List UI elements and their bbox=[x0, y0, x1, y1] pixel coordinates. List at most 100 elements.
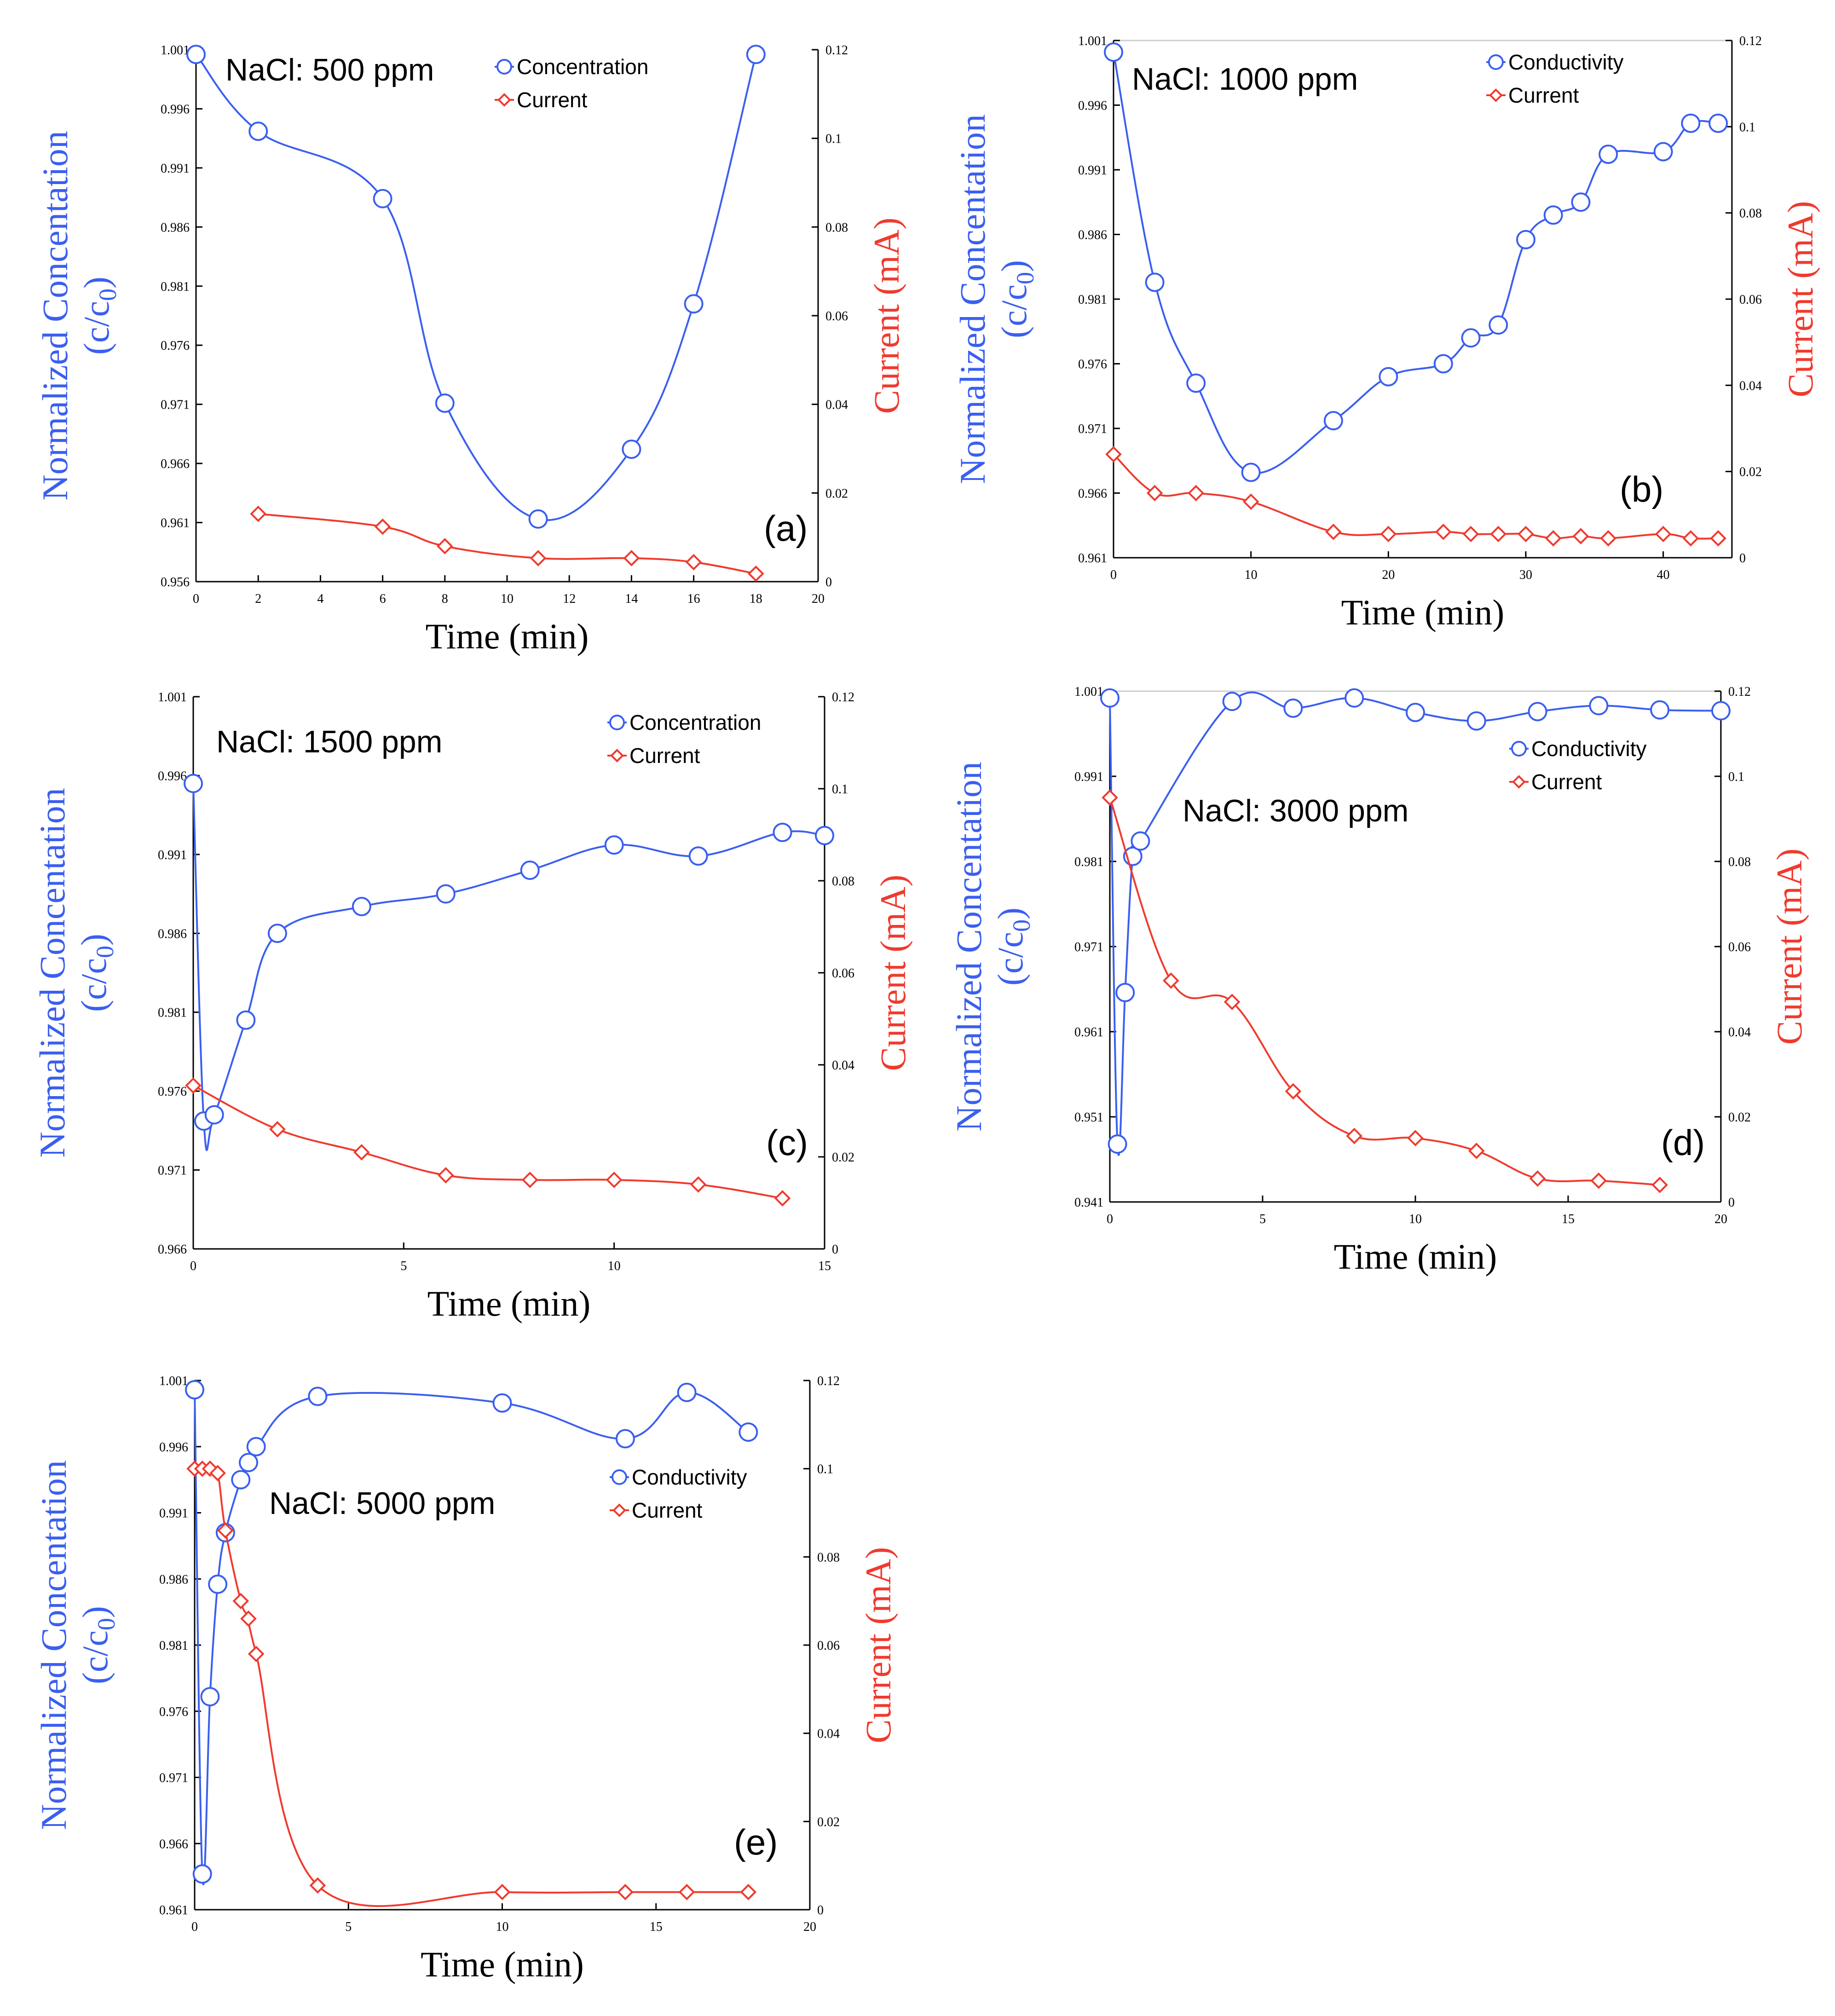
y-axis-units-subscript: 0 bbox=[91, 946, 119, 958]
data-point-current bbox=[437, 1167, 454, 1184]
data-point-conductivity bbox=[1708, 113, 1728, 133]
series-line-current bbox=[258, 513, 756, 575]
x-tick-label: 20 bbox=[1382, 568, 1395, 582]
x-axis-label: Time (min) bbox=[421, 1944, 584, 1984]
y-tick-label: 1.001 bbox=[1074, 685, 1103, 699]
data-point-current bbox=[1223, 994, 1241, 1011]
x-tick-label: 14 bbox=[625, 592, 638, 606]
y-tick-label: 0.966 bbox=[1078, 487, 1107, 501]
y-axis-units-close: ) bbox=[994, 260, 1034, 272]
data-point-current bbox=[1468, 1143, 1485, 1159]
data-point-conductivity bbox=[1598, 144, 1618, 164]
data-point-conductivity bbox=[1323, 411, 1343, 431]
data-point-conductivity bbox=[1104, 42, 1123, 62]
data-point-current bbox=[269, 1121, 286, 1138]
data-point-conductivity bbox=[1543, 205, 1563, 225]
y-tick-label: 1.001 bbox=[161, 43, 190, 58]
data-point-conductivity bbox=[1100, 688, 1119, 708]
y-tick-label: 0.971 bbox=[158, 1164, 187, 1178]
y2-axis-label: Current (mA) bbox=[866, 218, 906, 414]
data-point-concentration bbox=[528, 509, 548, 529]
data-point-current bbox=[1518, 526, 1534, 543]
x-tick-label: 10 bbox=[1245, 568, 1258, 582]
x-tick-label: 16 bbox=[687, 592, 700, 606]
data-point-current bbox=[1188, 485, 1205, 502]
legend-marker-circle bbox=[609, 715, 625, 730]
y2-tick-label: 0.08 bbox=[825, 220, 848, 235]
data-point-conductivity bbox=[1115, 982, 1135, 1002]
x-tick-label: 2 bbox=[255, 592, 261, 606]
data-point-concentration bbox=[622, 439, 641, 459]
y-tick-label: 0.991 bbox=[1078, 163, 1107, 178]
legend-label: Current bbox=[629, 744, 700, 768]
y-axis-label-units: (c/c0) bbox=[994, 260, 1039, 338]
data-point-current bbox=[436, 538, 453, 555]
x-tick-label: 15 bbox=[1562, 1212, 1575, 1226]
data-point-current bbox=[250, 505, 267, 522]
concentration-annotation: NaCl: 5000 ppm bbox=[269, 1486, 495, 1521]
y2-tick-label: 0.04 bbox=[1739, 379, 1762, 393]
data-point-conductivity bbox=[1433, 354, 1453, 374]
y-tick-label: 0.981 bbox=[161, 280, 190, 294]
y-axis-units-subscript: 0 bbox=[92, 1618, 120, 1630]
y-tick-label: 0.966 bbox=[161, 457, 190, 471]
y2-tick-label: 0.02 bbox=[817, 1815, 840, 1829]
x-tick-label: 0 bbox=[1107, 1212, 1113, 1226]
y-tick-label: 0.986 bbox=[161, 220, 190, 235]
panel-label: (e) bbox=[734, 1822, 778, 1862]
data-point-current bbox=[1380, 526, 1397, 543]
data-point-concentration bbox=[352, 897, 371, 916]
data-point-conductivity bbox=[1108, 1134, 1127, 1154]
y-tick-label: 0.956 bbox=[161, 575, 190, 589]
y2-tick-label: 0 bbox=[825, 575, 832, 589]
y2-tick-label: 0.12 bbox=[1728, 685, 1751, 699]
data-point-concentration bbox=[267, 924, 287, 943]
data-point-current bbox=[617, 1883, 634, 1900]
data-point-conductivity bbox=[1222, 692, 1242, 711]
legend-marker-diamond bbox=[612, 1503, 626, 1517]
data-point-current bbox=[240, 1610, 257, 1627]
y-axis-units-open: (c/c bbox=[76, 301, 116, 355]
data-point-current bbox=[521, 1172, 538, 1188]
x-tick-label: 0 bbox=[190, 1259, 196, 1273]
data-point-current bbox=[1651, 1177, 1668, 1193]
y2-tick-label: 0.06 bbox=[825, 309, 848, 323]
y2-tick-label: 0.02 bbox=[832, 1150, 854, 1165]
y-axis-units-open: (c/c bbox=[75, 1630, 115, 1684]
data-point-conductivity bbox=[185, 1380, 204, 1400]
y-tick-label: 0.971 bbox=[161, 398, 190, 412]
y-tick-label: 0.961 bbox=[1078, 551, 1107, 566]
data-point-conductivity bbox=[1406, 703, 1425, 722]
series-line-conductivity bbox=[194, 1390, 749, 1885]
y-axis-units-open: (c/c bbox=[74, 958, 114, 1012]
y2-tick-label: 0.1 bbox=[832, 782, 848, 797]
data-point-conductivity bbox=[739, 1422, 758, 1442]
legend-label: Current bbox=[517, 88, 588, 112]
y-tick-label: 0.996 bbox=[158, 769, 187, 783]
y-tick-label: 0.961 bbox=[159, 1903, 188, 1918]
data-point-conductivity bbox=[1466, 711, 1486, 731]
legend-label: Concentration bbox=[517, 55, 648, 79]
concentration-annotation: NaCl: 1500 ppm bbox=[216, 724, 442, 759]
data-point-conductivity bbox=[192, 1864, 212, 1884]
x-tick-label: 40 bbox=[1657, 568, 1670, 582]
panel-a: 0 2 4 6 8 10 12 14 16 18 20 0.956 0.961 0.966 0.971 0.9… bbox=[35, 43, 906, 656]
data-point-conductivity bbox=[492, 1393, 512, 1413]
panel-label: (c) bbox=[766, 1122, 808, 1163]
data-point-conductivity bbox=[1650, 700, 1670, 720]
data-point-current bbox=[185, 1077, 202, 1094]
data-point-current bbox=[1529, 1170, 1546, 1187]
data-point-current bbox=[1435, 523, 1452, 540]
x-axis-label: Time (min) bbox=[1334, 1236, 1497, 1277]
panel-e: 0 5 10 15 20 0.961 0.966 0.971 0.976 0.981 0.986 0.… bbox=[34, 1374, 898, 1984]
y-tick-label: 0.996 bbox=[159, 1440, 188, 1455]
data-point-concentration bbox=[236, 1010, 256, 1030]
concentration-annotation: NaCl: 3000 ppm bbox=[1183, 793, 1408, 828]
x-tick-label: 5 bbox=[345, 1920, 352, 1934]
data-point-current bbox=[1162, 972, 1179, 989]
y-tick-label: 0.961 bbox=[161, 516, 190, 531]
x-tick-label: 10 bbox=[501, 592, 514, 606]
data-point-current bbox=[530, 550, 547, 566]
data-point-current bbox=[1146, 485, 1163, 502]
